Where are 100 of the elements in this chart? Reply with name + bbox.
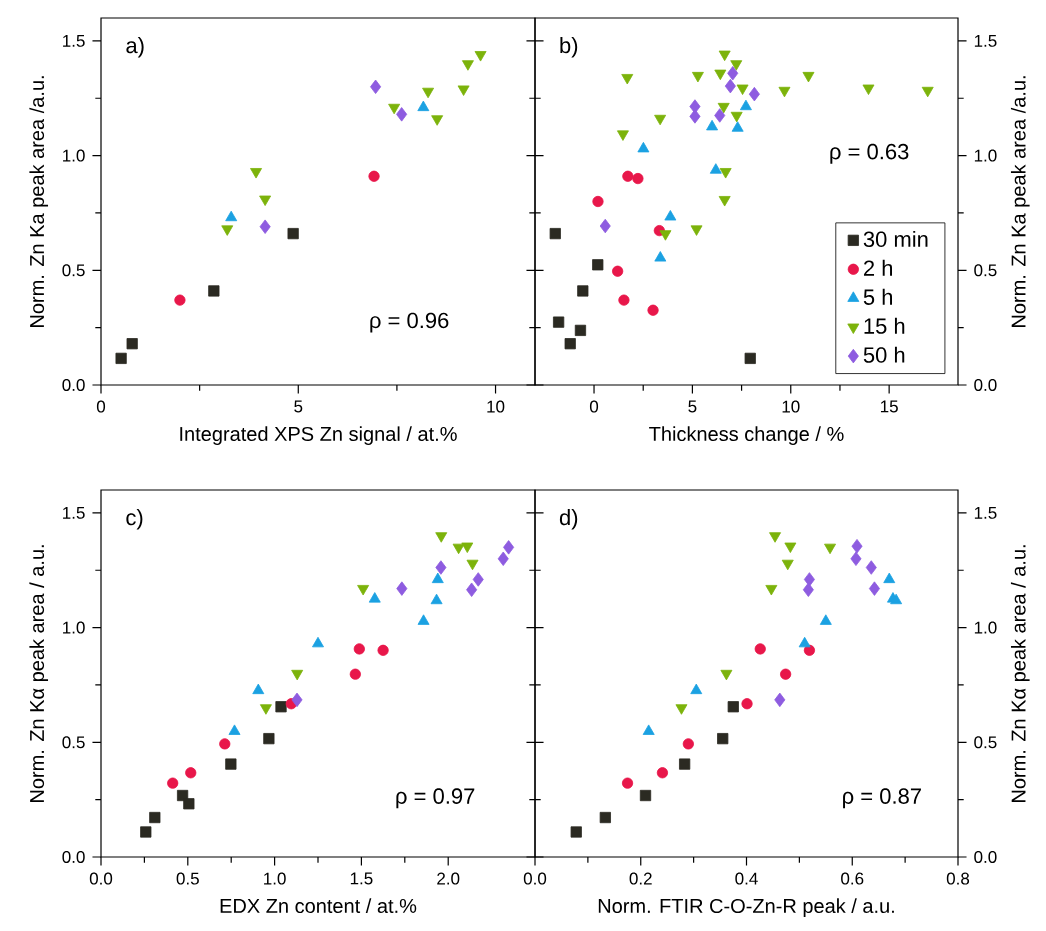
point xyxy=(718,50,731,62)
point xyxy=(592,195,604,208)
x-tick-label: 10 xyxy=(487,400,505,413)
point xyxy=(553,316,565,328)
legend-label: 5 h xyxy=(863,288,892,305)
point xyxy=(564,338,576,350)
point xyxy=(778,86,791,98)
point xyxy=(654,251,667,262)
point xyxy=(167,777,179,789)
point xyxy=(717,733,729,745)
point xyxy=(388,103,401,115)
point xyxy=(228,724,241,735)
point xyxy=(632,172,644,185)
point xyxy=(765,585,778,596)
point xyxy=(252,683,265,695)
point xyxy=(862,84,875,95)
point xyxy=(357,585,370,596)
y-tick-label: 1.5 xyxy=(63,34,85,47)
point xyxy=(921,86,934,98)
point xyxy=(621,777,634,789)
x-tick-label: 0 xyxy=(96,400,106,413)
point xyxy=(654,114,667,126)
point xyxy=(599,811,611,824)
point xyxy=(621,74,634,85)
y-tick-label: 1.0 xyxy=(63,621,85,634)
point xyxy=(774,692,786,708)
point xyxy=(377,644,389,656)
point xyxy=(570,826,582,838)
legend-label: 2 h xyxy=(863,259,892,276)
point xyxy=(291,669,304,681)
y-tick-label: 0.5 xyxy=(62,264,85,277)
point xyxy=(140,826,152,838)
annotation: d) xyxy=(559,509,578,530)
point xyxy=(466,582,478,597)
point xyxy=(883,572,896,584)
point xyxy=(754,643,766,655)
x-axis-title: EDX Zn content / at.% xyxy=(220,898,417,914)
point xyxy=(291,692,303,708)
point xyxy=(431,572,444,584)
point xyxy=(890,593,903,605)
x-tick-label: 5 xyxy=(688,400,697,413)
y-axis-title: Norm. Zn Ka peak area /a.u. xyxy=(29,76,49,327)
x-tick-label: 0 xyxy=(589,400,599,413)
annotation: ρ = 0.87 xyxy=(843,788,921,809)
point xyxy=(435,532,448,543)
point xyxy=(689,109,701,124)
point xyxy=(461,542,474,553)
point xyxy=(349,668,361,680)
y-tick-label: 0.5 xyxy=(974,736,997,749)
point xyxy=(287,228,299,240)
point xyxy=(577,285,589,297)
x-tick-label: 1.5 xyxy=(350,872,373,885)
point xyxy=(422,87,435,99)
point xyxy=(868,581,880,596)
y-axis-title: Norm. Zn Kα peak area / a.u. xyxy=(29,545,49,802)
point xyxy=(720,669,733,681)
point xyxy=(461,60,474,71)
point xyxy=(263,733,275,745)
y-tick-label: 0.0 xyxy=(62,378,85,391)
point xyxy=(396,107,408,122)
point xyxy=(592,259,604,271)
point xyxy=(802,582,814,597)
point xyxy=(727,66,739,81)
y-tick-label: 1.5 xyxy=(63,506,85,519)
x-axis-title: Thickness change / % xyxy=(649,426,844,445)
point xyxy=(675,704,688,715)
x-tick-label: 0.2 xyxy=(629,872,652,885)
point xyxy=(497,551,509,566)
point xyxy=(850,551,862,566)
x-tick-label: 5 xyxy=(294,400,303,413)
point xyxy=(622,170,634,182)
point xyxy=(275,701,287,713)
y-tick-label: 0.0 xyxy=(62,850,85,863)
point xyxy=(225,758,237,770)
y-tick-label: 1.0 xyxy=(63,149,85,162)
point xyxy=(647,304,659,316)
x-tick-label: 0.0 xyxy=(89,872,113,885)
annotation: ρ = 0.97 xyxy=(396,788,475,809)
point xyxy=(208,285,220,297)
y-axis-title: Norm. Zn Kα peak area / a.u. xyxy=(1010,545,1030,802)
point xyxy=(730,60,743,71)
point xyxy=(574,324,587,336)
point xyxy=(781,559,794,571)
y-tick-label: 0.0 xyxy=(974,378,997,391)
point xyxy=(612,265,624,277)
point xyxy=(435,560,447,575)
annotation: c) xyxy=(126,509,143,530)
x-tick-label: 0.4 xyxy=(735,872,758,885)
point xyxy=(690,225,703,236)
point xyxy=(353,643,365,655)
point xyxy=(599,218,611,234)
annotation: ρ = 0.96 xyxy=(370,312,449,333)
point xyxy=(126,338,138,350)
point xyxy=(719,168,732,179)
point xyxy=(396,581,408,596)
point xyxy=(780,668,792,680)
x-tick-label: 0.6 xyxy=(841,872,864,885)
annotation: b) xyxy=(560,37,578,58)
point xyxy=(682,738,694,750)
point xyxy=(452,543,465,555)
